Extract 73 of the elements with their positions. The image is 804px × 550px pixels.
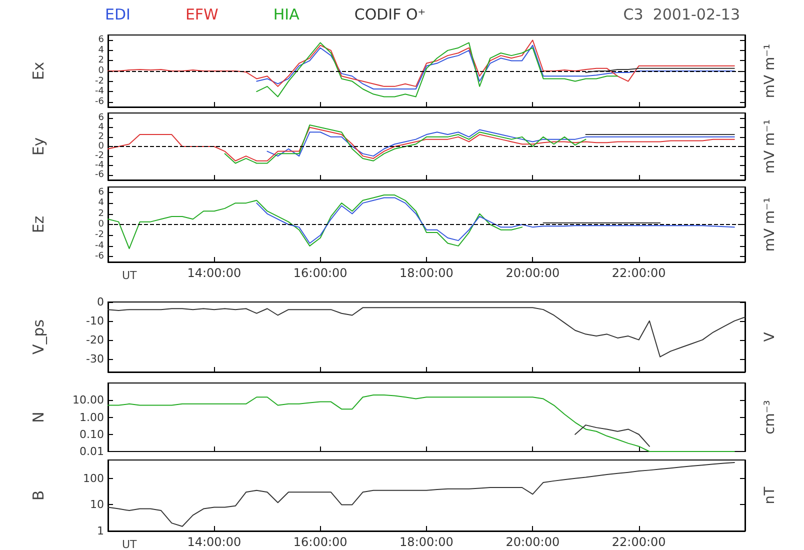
series-label: HIA [273,6,300,24]
line-series [266,129,735,157]
x-tick-label: 14:00:00 [187,266,242,280]
y-tick-label: -2 [95,151,104,162]
x-tick-label: 20:00:00 [506,266,560,280]
line-series [108,126,735,162]
y2-axis-title: mV m⁻¹ [762,197,778,252]
line-series [256,197,735,244]
y-tick-label: 2 [98,208,104,219]
y-tick-label: -6 [95,170,104,180]
y-axis-title: B [30,490,48,501]
y-tick-label: 6 [98,35,104,46]
line-series [108,394,735,452]
y-axis-title: Ez [30,216,48,234]
chart-title: C3 2001-02-13 [623,6,740,24]
y-tick-label: -2 [95,76,104,86]
y-axis-title: Ex [30,62,48,80]
x-tick-label: 22:00:00 [612,266,666,280]
line-series [108,462,735,527]
y-tick-label: 1 [97,524,104,538]
line-series [108,40,735,87]
y-tick-label: 100 [83,472,104,485]
y-tick-label: 2 [98,56,104,66]
y-tick-label: -4 [95,86,104,97]
y-tick-label: 4 [98,198,104,208]
y-tick-label: 0 [97,296,104,308]
x-axis-title: UT [122,538,138,550]
x-tick-label: 18:00:00 [400,535,454,549]
y-tick-label: 0.01 [80,445,104,458]
y-tick-label: 2 [98,132,104,142]
y2-axis-title: mV m⁻¹ [762,119,778,174]
y2-axis-title: mV m⁻¹ [762,44,778,98]
y-tick-label: -6 [95,252,104,262]
y-tick-label: -6 [95,96,104,107]
x-tick-label: 22:00:00 [612,535,666,549]
y-tick-label: 0.10 [80,428,104,441]
line-series [256,42,618,98]
y-tick-label: 6 [98,112,104,123]
x-axis-title: UT [122,269,138,282]
x-tick-label: 20:00:00 [506,535,560,549]
text: CODIF O⁺ [354,6,426,24]
text: EDI [105,6,130,24]
line-series [574,424,650,447]
y-tick-label: -30 [86,352,104,366]
y-tick-label: 6 [98,187,104,198]
y-axis-title: V_ps [30,319,48,355]
y-axis-title: Ey [30,137,48,156]
y-tick-label: 0 [98,220,104,230]
y-tick-label: 10 [90,498,104,512]
y-tick-label: 10.00 [72,394,104,407]
y-tick-label: 0 [98,142,104,152]
y2-axis-title: cm⁻³ [762,400,778,434]
x-tick-label: 16:00:00 [293,535,348,549]
y-tick-label: 4 [98,45,104,56]
x-tick-label: 16:00:00 [293,266,348,280]
line-series [224,124,586,164]
y2-axis-title: V [762,332,778,342]
y-tick-label: -2 [95,230,104,240]
x-tick-label: 18:00:00 [400,266,454,280]
y-tick-label: -20 [86,333,104,346]
y-tick-label: 0 [98,66,104,76]
y2-axis-title: nT [762,486,778,504]
y-tick-label: -10 [86,314,104,328]
y-axis-title: N [30,412,48,423]
y-tick-label: -4 [95,240,104,251]
y-tick-label: -4 [95,160,104,171]
y-tick-label: 4 [98,122,104,132]
y-tick-label: 1.00 [80,410,104,424]
x-tick-label: 14:00:00 [187,535,242,549]
text: EFW [185,6,219,24]
line-series [108,194,523,250]
line-series [108,307,746,358]
line-series [256,44,735,90]
